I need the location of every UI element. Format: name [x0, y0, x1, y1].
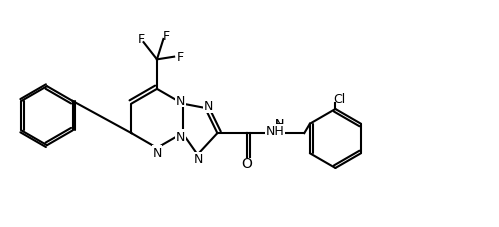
Text: N: N — [204, 100, 213, 113]
Text: N: N — [152, 146, 162, 159]
Text: N: N — [176, 130, 185, 143]
Text: O: O — [242, 156, 252, 170]
Text: N: N — [176, 94, 185, 107]
Text: F: F — [138, 33, 145, 46]
Text: N: N — [194, 153, 203, 166]
Text: F: F — [163, 30, 170, 42]
Text: N: N — [274, 118, 284, 131]
Text: Cl: Cl — [333, 93, 346, 106]
Text: H: H — [274, 118, 284, 131]
Text: F: F — [177, 51, 184, 64]
Text: NH: NH — [265, 125, 284, 138]
